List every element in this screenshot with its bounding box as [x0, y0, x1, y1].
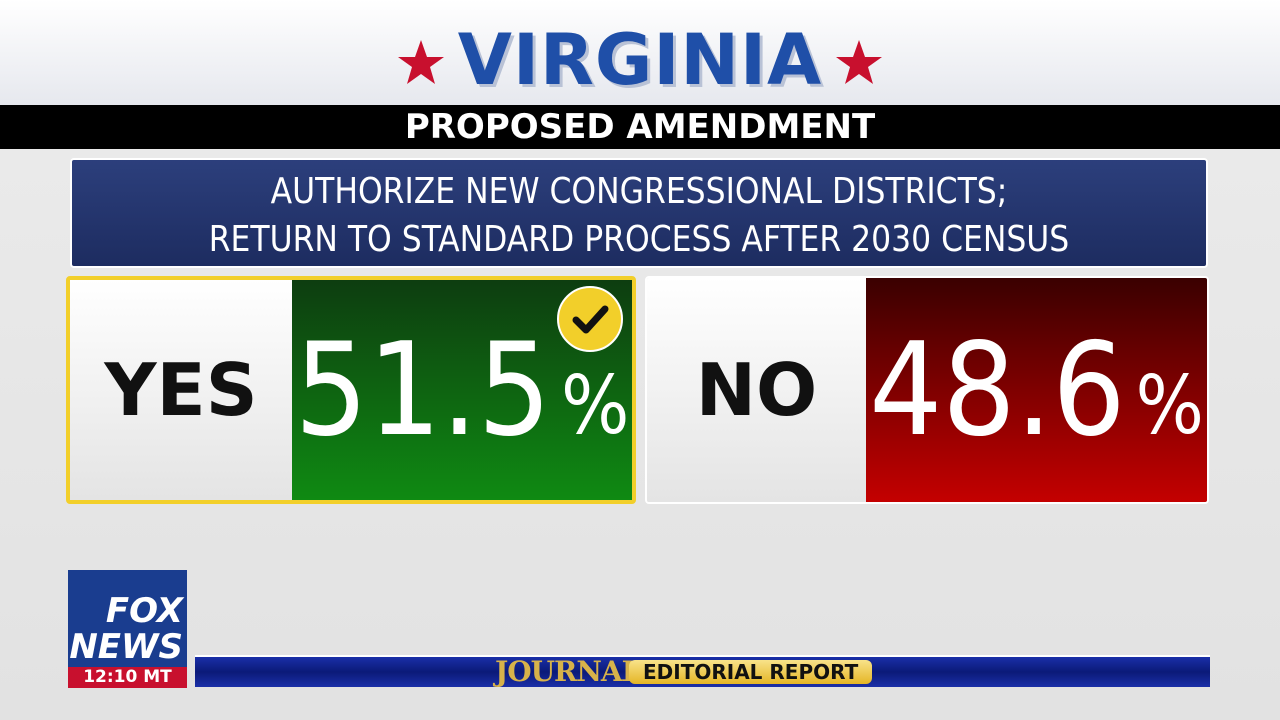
clock: 12:10 MT: [68, 667, 187, 688]
subtitle: PROPOSED AMENDMENT: [0, 105, 1280, 149]
percent: 48.6: [869, 315, 1126, 465]
logo-top: FOX: [105, 591, 183, 631]
star-left: [398, 40, 444, 84]
option-label: YES: [70, 280, 292, 500]
option-value: 48.6%: [866, 278, 1207, 502]
header-band: [0, 0, 1280, 105]
ticker-bar: JOURNAL EDITORIAL REPORT: [195, 655, 1210, 687]
question-line: AUTHORIZE NEW CONGRESSIONAL DISTRICTS;: [270, 171, 1008, 212]
state-title: VIRGINIA: [457, 19, 823, 101]
question-box: AUTHORIZE NEW CONGRESSIONAL DISTRICTS; R…: [70, 158, 1208, 268]
option-label: NO: [647, 278, 866, 502]
option-no: NO 48.6%: [645, 276, 1209, 504]
ticker-show: EDITORIAL REPORT: [629, 660, 873, 684]
star-right: [836, 40, 882, 84]
winner-check: [557, 286, 623, 352]
option-value: 51.5%: [292, 280, 632, 500]
option-yes: YES 51.5%: [66, 276, 636, 504]
unit: %: [1135, 358, 1204, 452]
ticker-brand: JOURNAL: [495, 655, 641, 688]
question-line: RETURN TO STANDARD PROCESS AFTER 2030 CE…: [208, 219, 1070, 260]
unit: %: [560, 358, 630, 452]
percent: 51.5: [294, 315, 551, 465]
network-logo: FOX NEWS 12:10 MT: [68, 570, 187, 688]
logo-bottom: NEWS: [69, 627, 183, 667]
